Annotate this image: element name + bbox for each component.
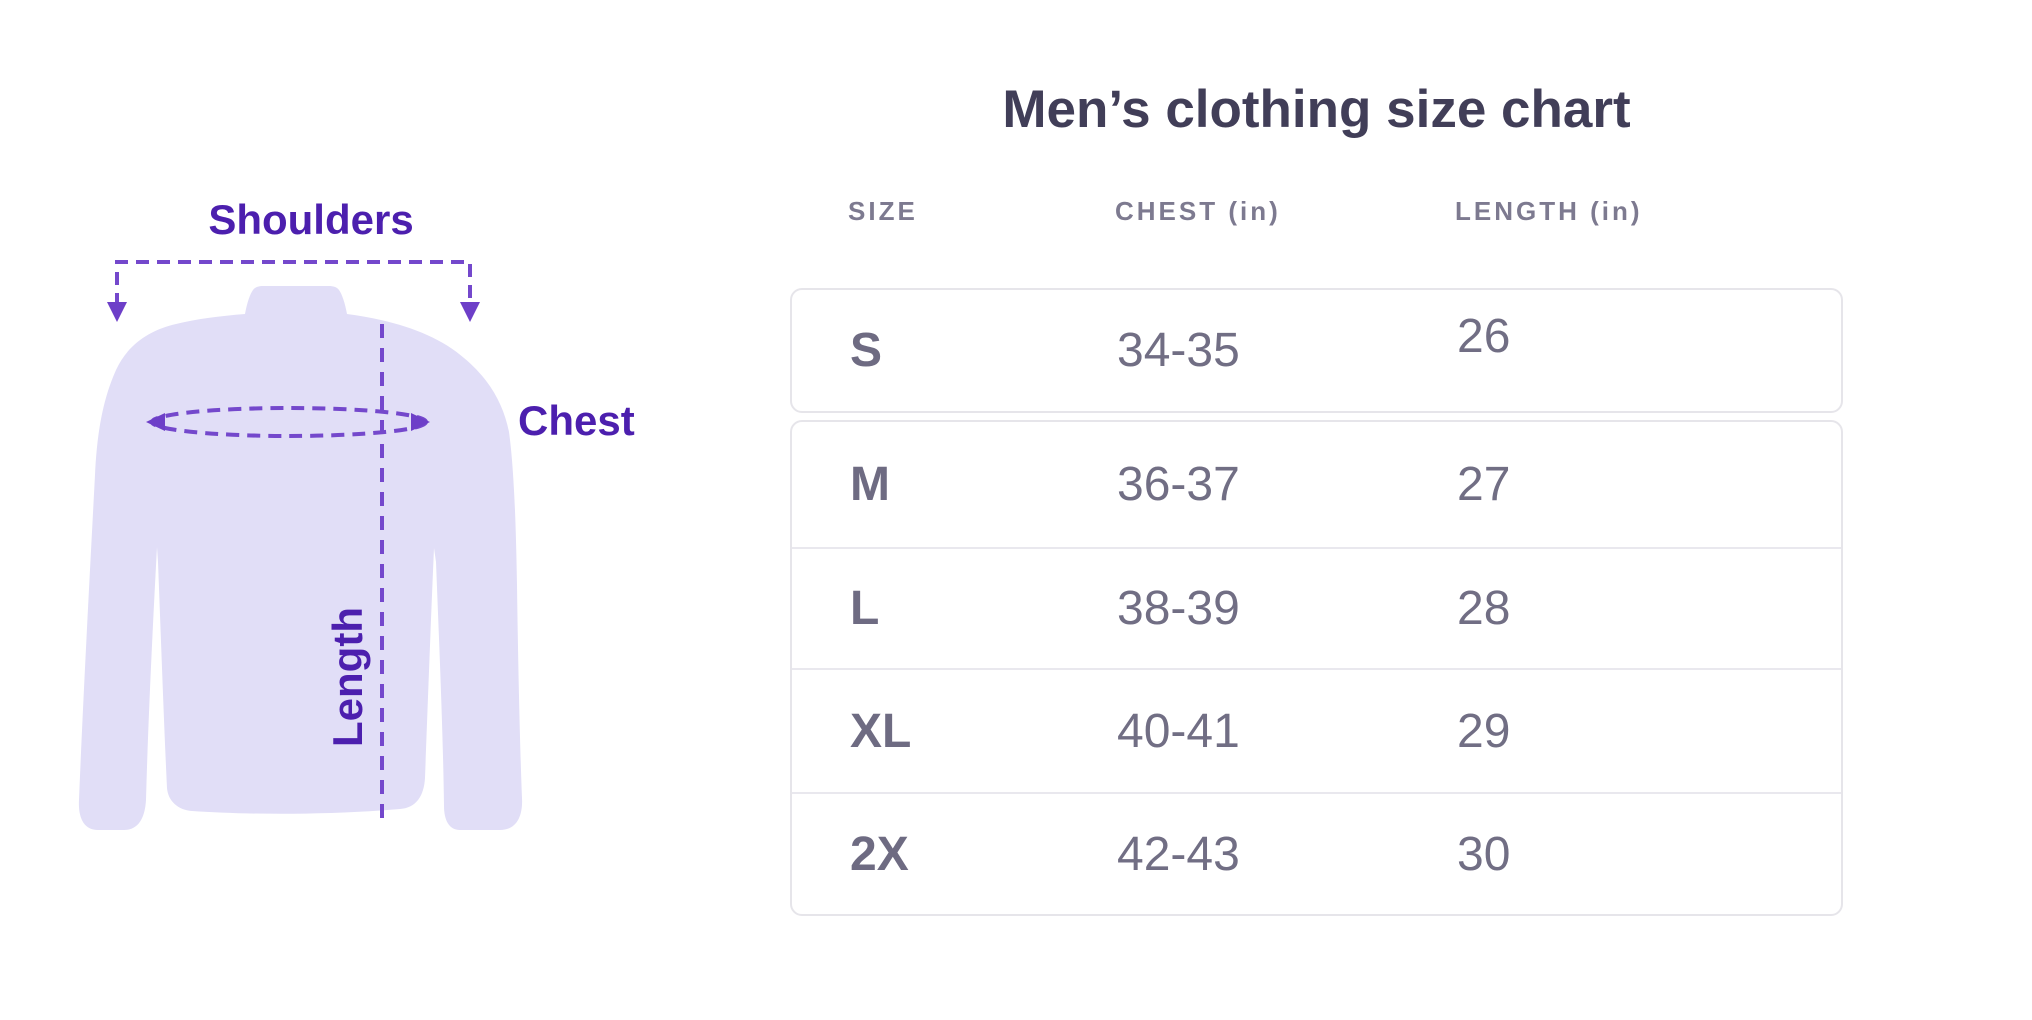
size-cell: 2X (850, 827, 909, 881)
chest-arrow-right (411, 413, 430, 431)
table-row: L 38-39 28 (792, 547, 1841, 668)
chest-cell: 36-37 (1117, 458, 1240, 511)
chest-cell: 40-41 (1117, 704, 1240, 758)
length-cell: 27 (1457, 458, 1511, 511)
table-row: M 36-37 27 (792, 422, 1841, 547)
size-rows-card: M 36-37 27 L 38-39 28 XL 40-41 29 2X 42-… (790, 420, 1843, 916)
size-row-card-s: S 34-35 26 (790, 288, 1843, 413)
chest-cell: 42-43 (1117, 827, 1240, 881)
table-row: XL 40-41 29 (792, 668, 1841, 792)
column-header-chest: CHEST (in) (1115, 196, 1281, 226)
shoulders-arrow-left (107, 302, 127, 322)
shoulders-arrow-right (460, 302, 480, 322)
size-cell: S (850, 324, 883, 377)
length-label: Length (324, 607, 371, 747)
length-cell: 30 (1457, 827, 1511, 881)
size-cell: L (850, 582, 880, 635)
table-row: 2X 42-43 30 (792, 792, 1841, 914)
chest-cell: 34-35 (1117, 324, 1240, 377)
page-title: Men’s clothing size chart (1002, 80, 1631, 139)
size-cell: XL (850, 704, 912, 758)
shoulders-bracket-dashes (115, 260, 472, 306)
shoulders-label: Shoulders (208, 196, 414, 243)
column-header-size: SIZE (848, 196, 918, 226)
shirt-silhouette (78, 286, 523, 830)
size-cell: M (850, 458, 890, 511)
column-header-length: LENGTH (in) (1455, 196, 1643, 226)
chest-label: Chest (518, 397, 635, 444)
chest-arrow-left (146, 413, 165, 431)
length-cell: 26 (1457, 310, 1511, 363)
length-cell: 29 (1457, 704, 1511, 758)
length-cell: 28 (1457, 582, 1511, 635)
chest-cell: 38-39 (1117, 582, 1240, 635)
shirt-diagram (78, 260, 523, 830)
